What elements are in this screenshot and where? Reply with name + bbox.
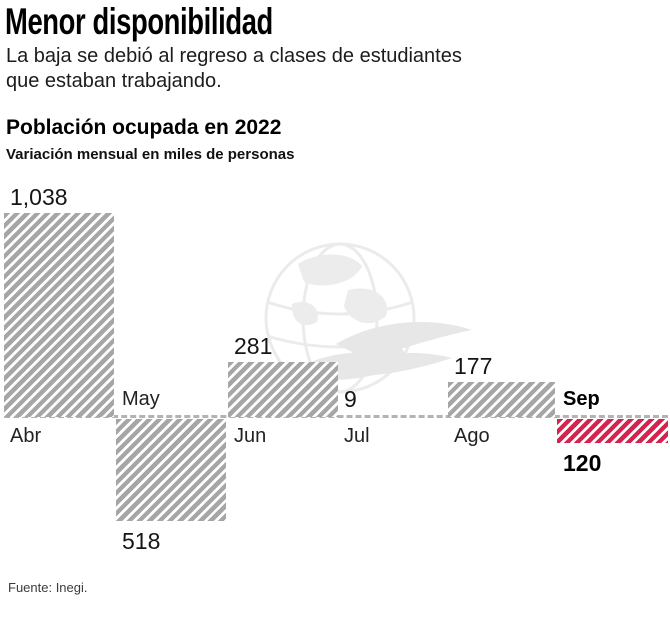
subheadline: La baja se debió al regreso a clases de … [6,44,462,94]
value-label-jun: 281 [234,333,273,359]
value-label-sep: 120 [563,450,602,476]
bar-may [116,419,226,521]
value-label-ago: 177 [454,353,493,379]
subheadline-line2: que estaban trabajando. [6,70,222,92]
month-label-jun: Jun [234,425,267,447]
month-label-ago: Ago [454,425,490,447]
value-label-may: 518 [122,528,161,554]
month-label-abr: Abr [10,425,42,447]
month-label-sep: Sep [563,388,600,410]
bar-jun [228,362,338,417]
chart-title: Población ocupada en 2022 [6,116,282,139]
month-label-may: May [122,388,160,410]
value-label-jul: 9 [344,386,357,412]
chart-subtitle: Variación mensual en miles de personas [6,146,295,163]
bar-ago [448,382,555,417]
bar-abr [4,213,114,417]
source-note: Fuente: Inegi. [8,580,88,595]
headline: Menor disponibilidad [5,1,273,42]
subheadline-line1: La baja se debió al regreso a clases de … [6,45,462,67]
bar-chart: 1,038 Abr 518 May 281 Jun 9 Jul 177 Ago 120 Sep [0,180,670,570]
bar-sep [557,419,668,443]
value-label-abr: 1,038 [10,184,68,210]
month-label-jul: Jul [344,425,370,447]
